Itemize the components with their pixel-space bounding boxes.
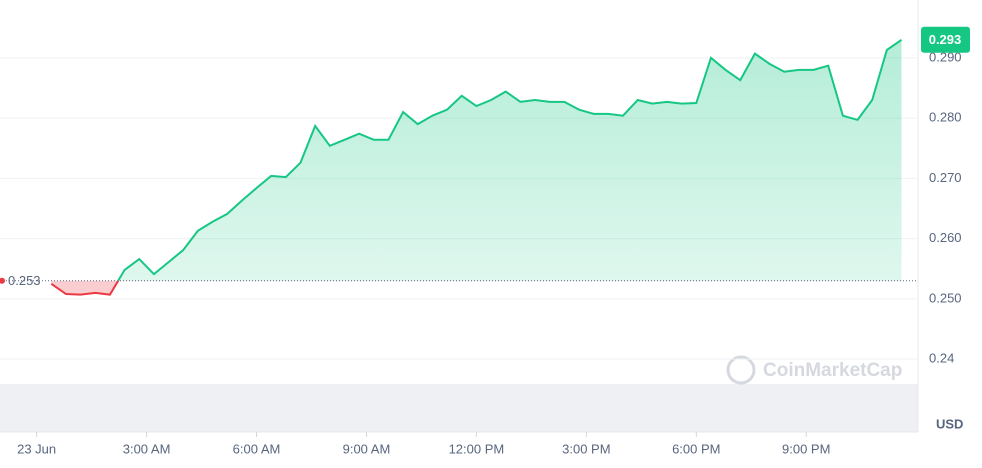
x-tick-label: 12:00 PM <box>449 441 505 456</box>
y-tick-label: 0.280 <box>929 110 962 125</box>
y-tick-label: 0.290 <box>929 49 962 64</box>
baseline-dot <box>0 277 5 284</box>
watermark: CoinMarketCap <box>726 355 902 385</box>
x-tick-label: 6:00 AM <box>233 441 281 456</box>
last-price-badge <box>921 26 970 53</box>
currency-label: USD <box>936 416 963 431</box>
x-tick-label: 6:00 PM <box>672 441 720 456</box>
y-tick-label: 0.260 <box>929 230 962 245</box>
x-tick-label: 23 Jun <box>17 441 56 456</box>
baseline-label: 0.253 <box>8 273 41 288</box>
y-tick-label: 0.250 <box>929 290 962 305</box>
watermark-text: CoinMarketCap <box>763 360 902 381</box>
last-price-label: 0.293 <box>929 32 962 47</box>
x-tick-label: 9:00 PM <box>782 441 830 456</box>
area-up <box>118 39 902 281</box>
y-tick-label: 0.270 <box>929 170 962 185</box>
price-line-up <box>117 38 903 281</box>
x-tick-label: 9:00 AM <box>343 441 391 456</box>
volume-strip <box>0 384 918 432</box>
x-tick-label: 3:00 AM <box>123 441 171 456</box>
x-tick-label: 3:00 PM <box>562 441 610 456</box>
y-tick-label: 0.24 <box>929 351 954 366</box>
